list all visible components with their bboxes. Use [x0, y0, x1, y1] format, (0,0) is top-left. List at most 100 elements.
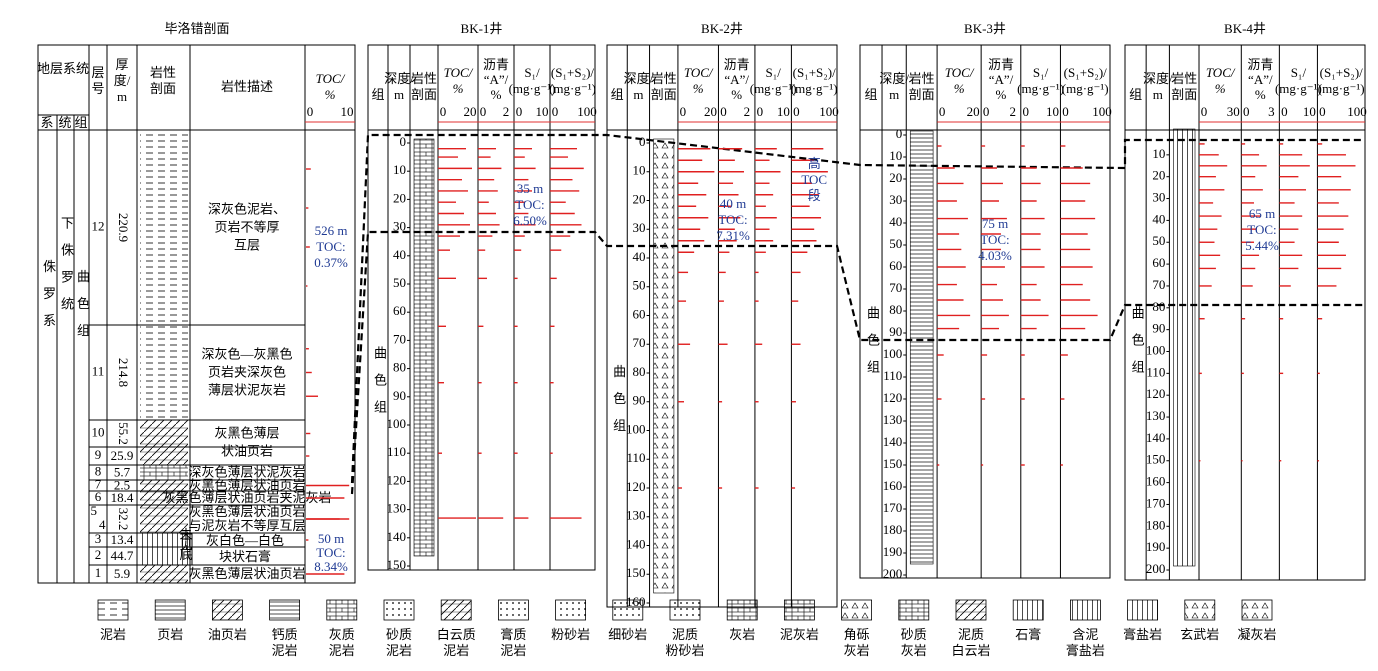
correlation-lines	[350, 133, 1365, 495]
thickness: 55.2	[116, 422, 131, 445]
description: 深灰色—灰黑色	[201, 346, 292, 361]
header: m	[394, 87, 404, 102]
note: 底	[179, 547, 192, 562]
tick-label: 10	[777, 104, 790, 119]
note: 未	[179, 527, 192, 542]
legend-label: 膏盐岩	[1123, 627, 1162, 642]
tick-label: 30	[1227, 104, 1240, 119]
legend-swatch	[1241, 599, 1273, 621]
header: (S₁+S₂)/	[551, 65, 595, 80]
legend-label: 泥岩	[329, 643, 355, 658]
depth-label: 60	[393, 303, 406, 318]
header: 剖面	[909, 87, 935, 102]
legend-swatch	[841, 599, 872, 621]
tick-label: 0	[1062, 104, 1069, 119]
layer-number: 5	[91, 503, 98, 518]
lithology	[140, 325, 188, 420]
header: 剖面	[411, 87, 437, 102]
thickness: 18.4	[111, 490, 134, 505]
depth-label: 90	[633, 393, 646, 408]
header: %	[693, 81, 704, 96]
header: 组	[1129, 87, 1142, 102]
header: S₁/	[1291, 65, 1307, 80]
depth-label: 130	[883, 412, 903, 427]
depth-label: 110	[1146, 364, 1165, 379]
depth-label: 70	[633, 335, 646, 350]
tick-label: 0	[1243, 104, 1250, 119]
lithology	[413, 138, 435, 557]
formation-label: 曲色组	[865, 306, 880, 387]
header: 深度/	[1143, 71, 1173, 86]
header: 沥青	[1247, 57, 1273, 72]
header: 岩性	[150, 65, 176, 80]
legend-swatch	[440, 599, 472, 621]
tick-label: 0	[720, 104, 727, 119]
lithology	[140, 465, 188, 480]
description: 薄层状泥灰岩	[208, 382, 286, 397]
tick-label: 0	[552, 104, 559, 119]
header: %	[491, 87, 502, 102]
header: 岩性	[651, 71, 677, 86]
layer-number: 11	[92, 363, 105, 378]
depth-label: 0	[896, 126, 903, 141]
depth-label: 140	[1146, 430, 1166, 445]
header: 岩性	[411, 71, 437, 86]
legend-label: 膏质	[500, 627, 526, 642]
header: “A”/	[1248, 72, 1273, 87]
lithology	[140, 505, 188, 533]
thickness: 5.9	[114, 566, 130, 581]
depth-label: 70	[393, 331, 406, 346]
depth-label: 60	[889, 258, 902, 273]
header: (S₁+S₂)/	[1320, 65, 1364, 80]
tick-label: 2	[1010, 104, 1017, 119]
depth-label: 10	[633, 163, 646, 178]
legend-swatch	[383, 599, 415, 621]
depth-label: 40	[393, 247, 406, 262]
legend-swatch	[955, 599, 987, 621]
thickness: 13.4	[111, 532, 134, 547]
header: 深度/	[384, 71, 414, 86]
legend-label: 白云岩	[951, 643, 990, 658]
depth-label: 150	[626, 565, 646, 580]
lithology	[140, 565, 188, 583]
legend-label: 粉砂岩	[665, 643, 704, 658]
legend-swatch	[154, 599, 186, 621]
description: 页岩夹深灰色	[208, 364, 286, 379]
legend-swatch	[1184, 599, 1216, 621]
header: %	[453, 81, 464, 96]
legend-label: 油页岩	[208, 627, 247, 642]
annotation: 6.50%	[513, 213, 547, 228]
legend-label: 灰岩	[901, 643, 927, 658]
description: 页岩不等厚	[214, 219, 279, 234]
legend-swatch	[669, 599, 701, 621]
legend-swatch	[326, 599, 358, 621]
depth-label: 140	[626, 536, 646, 551]
frame	[37, 44, 356, 584]
frame	[367, 44, 596, 571]
tick-label: 10	[341, 104, 354, 119]
depth-label: 160	[1146, 474, 1166, 489]
legend-swatch	[1127, 599, 1158, 621]
thickness: 2.5	[114, 477, 130, 492]
interval-bottom	[350, 230, 1365, 495]
thickness: 220.9	[116, 213, 131, 242]
header: 剖面	[1171, 87, 1197, 102]
legend-swatch	[726, 599, 758, 621]
lithology	[653, 138, 675, 594]
lithology	[140, 447, 188, 465]
depth-label: 120	[387, 472, 407, 487]
header: 组	[74, 115, 87, 130]
annotation: TOC:	[316, 239, 345, 254]
tick-label: 0	[680, 104, 687, 119]
header: TOC/	[684, 65, 714, 80]
annotation: 75 m	[982, 216, 1008, 231]
description: 与泥灰岩不等厚互层	[188, 518, 305, 533]
thickness: 25.9	[111, 448, 134, 463]
header: m	[633, 87, 643, 102]
tick-label: 10	[1046, 104, 1059, 119]
depth-label: 150	[387, 557, 407, 572]
header: 沥青	[483, 57, 509, 72]
legend-swatch	[269, 599, 301, 621]
system-label: 侏罗系	[41, 260, 56, 341]
